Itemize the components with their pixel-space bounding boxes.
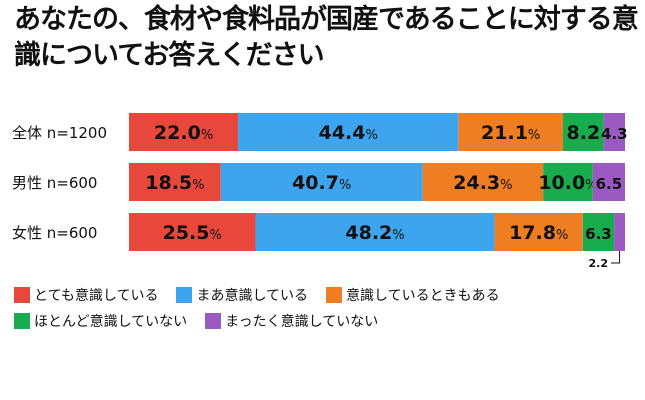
data-label: 40.7% bbox=[292, 172, 351, 194]
data-label: 44.4% bbox=[319, 122, 378, 144]
legend-item: とても意識している bbox=[14, 285, 158, 305]
data-label: 6.3 bbox=[585, 225, 612, 243]
bar-segment bbox=[592, 163, 625, 201]
legend-swatch bbox=[14, 313, 30, 329]
category-label: 女性 n=600 bbox=[12, 224, 97, 242]
bar-segment bbox=[582, 213, 615, 251]
bar-segment bbox=[494, 213, 583, 251]
legend-label: ほとんど意識していない bbox=[34, 314, 188, 330]
chart-legend: とても意識している まあ意識している 意識しているときもあるほとんど意識していない ま… bbox=[14, 282, 639, 334]
bar-segment bbox=[255, 213, 495, 251]
legend-swatch bbox=[205, 313, 222, 329]
data-label: 8.2 bbox=[567, 122, 601, 144]
data-label: 48.2% bbox=[345, 222, 404, 244]
data-label: 17.8% bbox=[509, 222, 568, 244]
legend-label: まったく意識していない bbox=[225, 314, 379, 330]
data-label: 24.3% bbox=[453, 172, 512, 194]
data-label: 22.0% bbox=[154, 122, 213, 144]
legend-label: 意識しているときもある bbox=[346, 288, 500, 304]
data-label: 21.1% bbox=[481, 122, 540, 144]
legend-item: ほとんど意識していない bbox=[14, 311, 187, 331]
bar-segment bbox=[129, 163, 221, 201]
data-label: 4.3 bbox=[601, 125, 628, 143]
chart-title: あなたの、食材や食料品が国産であることに対する意識についてお答えください bbox=[14, 4, 639, 71]
callout-line bbox=[611, 251, 621, 264]
legend-label: とても意識している bbox=[34, 288, 159, 304]
legend-item: 意識しているときもある bbox=[326, 285, 500, 305]
bar-segment bbox=[238, 113, 459, 151]
legend-swatch bbox=[326, 287, 343, 303]
stacked-bar-chart: 全体 n=1200 22.0% 44.4% 21.1% 8.2 4.3 男性 n=600 18… bbox=[12, 113, 628, 270]
bar-segment bbox=[603, 113, 625, 151]
data-label: 2.2 bbox=[589, 257, 609, 270]
bar-segment bbox=[220, 163, 423, 201]
bar-segment bbox=[129, 113, 239, 151]
legend-swatch bbox=[176, 287, 193, 303]
legend-row: ほとんど意識していない まったく意識していない bbox=[14, 308, 639, 334]
data-label: 25.5% bbox=[163, 222, 222, 244]
data-label: 6.5 bbox=[596, 175, 623, 193]
legend-item: まあ意識している bbox=[176, 285, 308, 305]
category-label: 全体 n=1200 bbox=[12, 124, 107, 142]
category-label: 男性 n=600 bbox=[12, 174, 97, 192]
legend-item: まったく意識していない bbox=[205, 311, 378, 331]
bar-segment bbox=[543, 163, 593, 201]
bar-segment bbox=[614, 213, 625, 251]
bar-segment bbox=[458, 113, 563, 151]
legend-label: まあ意識している bbox=[196, 288, 309, 304]
bar-segment bbox=[563, 113, 604, 151]
bar-segment bbox=[422, 163, 544, 201]
bar-segment bbox=[129, 213, 256, 251]
data-label: 18.5% bbox=[145, 172, 204, 194]
legend-row: とても意識している まあ意識している 意識しているときもある bbox=[14, 282, 639, 308]
legend-swatch bbox=[14, 287, 30, 303]
